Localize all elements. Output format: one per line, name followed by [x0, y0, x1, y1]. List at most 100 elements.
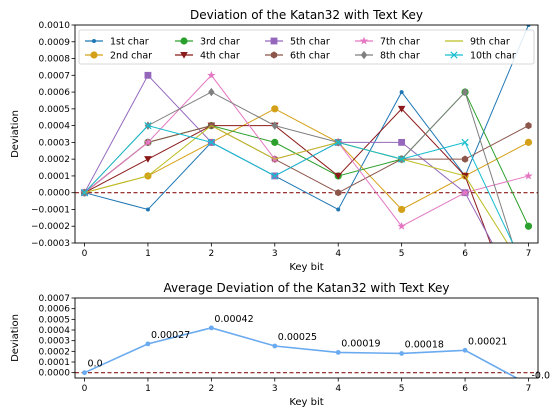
- x-tick-label: 5: [399, 249, 405, 259]
- y-tick-label: 0.0007: [39, 71, 71, 81]
- y-tick-label: 0.0001: [39, 358, 71, 368]
- x-tick-label: 7: [526, 249, 532, 259]
- data-point: [460, 188, 470, 197]
- data-point: [462, 347, 468, 353]
- legend-marker: [359, 36, 369, 45]
- data-point: [525, 122, 532, 130]
- y-axis-label: Deviation: [10, 110, 21, 158]
- legend-marker: [180, 37, 188, 45]
- data-point: [144, 71, 152, 79]
- legend-entry: 3rd char: [200, 37, 240, 48]
- data-point: [525, 341, 533, 348]
- data-point: [398, 205, 406, 214]
- data-label: -0.00011: [531, 370, 550, 381]
- legend-entry: 5th char: [290, 37, 330, 48]
- x-tick-label: 1: [145, 249, 151, 259]
- data-point: [82, 370, 87, 376]
- legend-marker: [270, 51, 278, 59]
- data-point: [271, 105, 279, 113]
- series-line: [84, 125, 529, 194]
- x-tick-label: 1: [145, 384, 151, 394]
- x-tick-label: 5: [399, 384, 405, 394]
- y-tick-label: −0.0003: [31, 239, 70, 249]
- data-label: 0.00027: [151, 330, 190, 341]
- data-point: [525, 307, 532, 314]
- data-point: [335, 189, 342, 197]
- x-tick-label: 2: [208, 384, 214, 394]
- data-point: [145, 341, 151, 347]
- y-tick-label: 0.0000: [39, 369, 71, 379]
- x-tick-label: 2: [208, 249, 214, 259]
- axes-frame: [74, 24, 539, 244]
- legend-marker: [270, 37, 278, 45]
- legend-marker: [90, 51, 98, 59]
- data-point: [397, 105, 406, 113]
- legend-entry: 2nd char: [110, 51, 152, 62]
- data-point: [271, 121, 278, 130]
- data-point: [461, 138, 469, 147]
- data-point: [145, 207, 150, 212]
- data-point: [80, 189, 89, 197]
- x-tick-label: 0: [82, 249, 88, 259]
- series-line: [84, 125, 514, 243]
- data-label: 0.00025: [278, 332, 317, 343]
- series-line: [84, 125, 508, 243]
- legend-entry: 8th char: [380, 51, 420, 62]
- y-tick-label: 0.0000: [39, 189, 71, 199]
- x-tick-label: 7: [526, 384, 532, 394]
- x-tick-label: 4: [335, 249, 341, 259]
- data-point: [143, 137, 153, 146]
- legend-entry: 9th char: [470, 37, 510, 48]
- legend-entry: 4th char: [200, 51, 240, 62]
- data-point: [335, 350, 341, 355]
- x-tick-label: 6: [462, 384, 468, 394]
- plot-area: [82, 325, 519, 378]
- y-tick-label: −0.0001: [31, 205, 70, 215]
- legend-entry: 7th char: [380, 37, 420, 48]
- data-point: [208, 325, 214, 331]
- x-tick-label: 0: [82, 384, 88, 394]
- plot-area: [80, 25, 533, 348]
- data-point: [524, 222, 533, 230]
- legend: 1st char 2nd char 3rd char 4th char 5th char…: [78, 29, 535, 65]
- data-point: [398, 155, 406, 163]
- x-tick-label: 6: [462, 249, 468, 259]
- chart-title: Deviation of the Katan32 with Text Key: [190, 8, 423, 22]
- legend-marker: [92, 39, 96, 43]
- y-tick-label: 0.0004: [39, 326, 71, 336]
- data-label: 0.0: [88, 359, 103, 370]
- x-tick-label: 3: [272, 384, 278, 394]
- data-point: [461, 87, 469, 97]
- legend-entry: 6th char: [290, 51, 330, 62]
- data-point: [271, 172, 279, 180]
- y-tick-label: 0.0010: [39, 21, 71, 31]
- y-tick-label: 0.0004: [39, 122, 71, 132]
- data-point: [207, 138, 215, 147]
- data-point: [397, 221, 406, 230]
- y-tick-label: 0.0002: [39, 347, 71, 357]
- data-point: [398, 138, 406, 146]
- data-label: 0.00021: [468, 336, 507, 347]
- data-point: [525, 289, 531, 297]
- data-label: 0.00018: [405, 339, 444, 350]
- y-tick-label: 0.0002: [39, 155, 71, 165]
- y-tick-label: 0.0003: [39, 337, 71, 347]
- data-point: [399, 90, 404, 95]
- legend-marker: [450, 51, 458, 59]
- y-tick-label: −0.0002: [31, 222, 70, 232]
- data-point: [208, 87, 215, 97]
- y-tick-label: 0.0005: [39, 105, 71, 115]
- data-point: [334, 172, 343, 180]
- series-line: [84, 25, 529, 211]
- data-point: [207, 70, 216, 79]
- y-tick-label: 0.0008: [39, 55, 71, 65]
- bottom-chart: Average Deviation of the Katan32 with Te…: [10, 281, 550, 408]
- y-tick-label: 0.0005: [39, 315, 71, 325]
- data-point: [461, 155, 469, 163]
- legend-marker: [360, 50, 368, 60]
- series-line: [84, 108, 529, 211]
- series-line: [84, 91, 514, 243]
- data-point: [524, 171, 533, 180]
- series-line: [84, 327, 519, 378]
